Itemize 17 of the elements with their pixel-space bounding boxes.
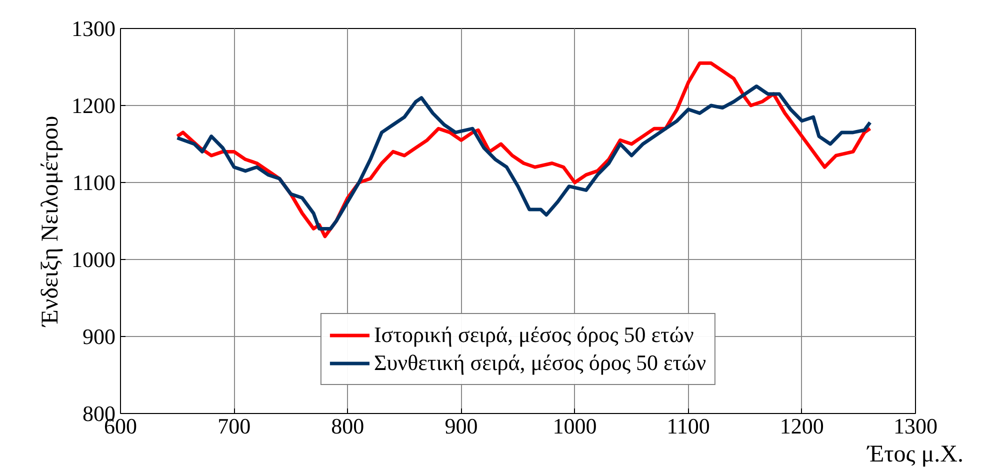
y-tick-label: 1100 [72,170,116,195]
legend-label: Ιστορική σειρά, μέσος όρος 50 ετών [374,322,694,348]
line-series [176,84,872,230]
x-axis-title: Έτος μ.Χ. [866,442,964,468]
x-tick-label: 1100 [666,414,710,438]
x-tick-label: 900 [444,414,478,438]
y-tick-label: 1300 [72,16,116,41]
x-tick-label: 1300 [894,414,938,438]
x-tick-label: 1200 [780,414,824,438]
y-axis-title: Ένδειξη Νειλομέτρου [38,116,64,328]
y-tick-label: 900 [82,324,116,349]
x-tick-label: 700 [218,414,251,438]
y-tick-label: 1000 [72,247,116,272]
y-tick-label: 1200 [72,93,116,118]
x-tick-label: 800 [331,414,364,438]
legend-label: Συνθετική σειρά, μέσος όρος 50 ετών [374,350,706,376]
x-tick-label: 1000 [552,414,597,438]
